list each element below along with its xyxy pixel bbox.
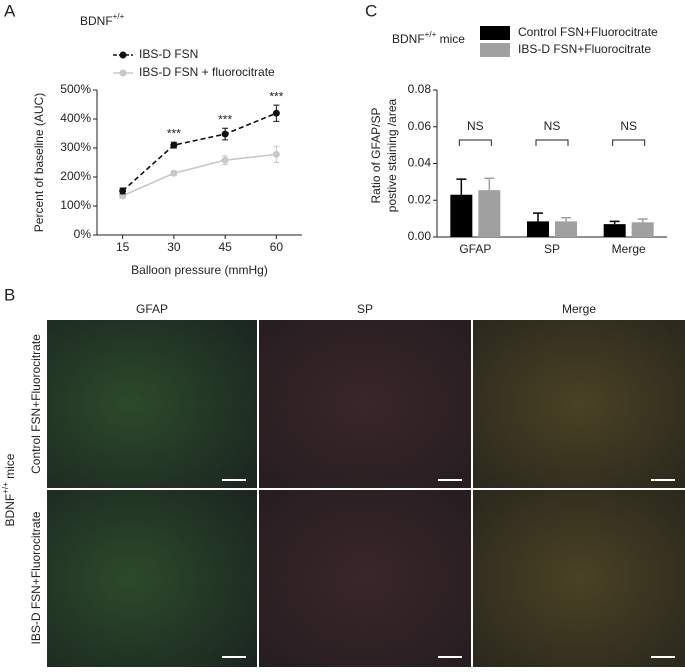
image-gfap xyxy=(47,320,257,488)
marker xyxy=(272,109,280,117)
column-header: SP xyxy=(357,302,373,316)
marker xyxy=(170,141,178,149)
y-tick-label: 300% xyxy=(60,140,91,154)
column-header: Merge xyxy=(562,302,596,316)
y-tick-label: 0.08 xyxy=(408,82,432,96)
x-tick-label: 15 xyxy=(116,240,130,254)
y-tick-label: 400% xyxy=(60,111,91,125)
marker xyxy=(272,150,280,158)
image-merge xyxy=(473,320,685,488)
x-tick-label: 30 xyxy=(167,240,181,254)
legend-marker xyxy=(119,69,127,77)
error-bar xyxy=(561,216,571,222)
marker xyxy=(221,156,229,164)
x-tick-label: SP xyxy=(544,242,560,256)
legend-label: Control FSN+Fluorocitrate xyxy=(518,25,658,39)
annotation: *** xyxy=(218,112,232,126)
x-tick-label: 45 xyxy=(218,240,232,254)
annotation: NS xyxy=(620,119,637,133)
x-tick-label: GFAP xyxy=(459,242,491,256)
x-tick-label: 60 xyxy=(270,240,284,254)
y-tick-label: 100% xyxy=(60,198,91,212)
legend-marker xyxy=(119,51,127,59)
bar xyxy=(555,221,577,237)
y-tick-label: 0.00 xyxy=(408,229,432,243)
title-sup: +/+ xyxy=(113,12,125,21)
x-tick-label: Merge xyxy=(612,242,646,256)
side-text: mice xyxy=(3,453,17,482)
bracket xyxy=(535,139,569,146)
panel-label: B xyxy=(4,285,15,304)
side-text: BDNF xyxy=(3,494,17,527)
title-text: BDNF xyxy=(392,32,425,46)
y-tick-label: 0.02 xyxy=(408,192,432,206)
marker xyxy=(170,169,178,177)
y-axis-label: Percent of baseline (AUC) xyxy=(32,93,46,232)
legend-swatch xyxy=(480,43,510,57)
side-sup: +/+ xyxy=(1,482,10,494)
error-bar xyxy=(609,220,620,225)
bracket xyxy=(612,139,646,146)
bar xyxy=(478,190,501,237)
panel-label: C xyxy=(365,1,377,20)
series-line xyxy=(122,112,277,192)
y-tick-label: 0.04 xyxy=(408,156,432,170)
error-bar xyxy=(456,178,467,195)
chart-title: BDNF+/+ mice xyxy=(392,30,465,46)
panel-label: A xyxy=(4,1,16,20)
chart-title: BDNF+/+ xyxy=(80,12,125,28)
annotation: NS xyxy=(467,119,484,133)
image-sp xyxy=(259,320,471,488)
row-label: Control FSN+Fluorocitrate xyxy=(29,334,43,474)
micrographs xyxy=(47,320,685,667)
annotation: NS xyxy=(544,119,561,133)
title-sup: +/+ xyxy=(425,30,437,39)
bar xyxy=(527,221,549,237)
y-axis-label: postive staining /area xyxy=(385,98,399,212)
y-tick-label: 200% xyxy=(60,169,91,183)
image-merge xyxy=(473,490,685,667)
x-axis-label: Balloon pressure (mmHg) xyxy=(131,263,268,277)
y-tick-label: 0.06 xyxy=(408,119,432,133)
scale-bars xyxy=(222,479,675,658)
annotation: *** xyxy=(167,126,181,140)
title-text: mice xyxy=(436,32,465,46)
annotation: *** xyxy=(269,89,283,103)
error-bar xyxy=(533,212,543,222)
bar xyxy=(603,224,626,237)
series-line xyxy=(122,153,277,197)
y-axis-label: Ratio of GFAP/SP xyxy=(369,107,383,203)
marker xyxy=(119,187,127,195)
image-sp xyxy=(259,490,471,667)
bar xyxy=(631,222,654,237)
legend-label: IBS-D FSN xyxy=(139,47,198,61)
y-tick-label: 500% xyxy=(60,82,91,96)
title-text: BDNF xyxy=(80,14,113,28)
legend-label: IBS-D FSN+Fluorocitrate xyxy=(518,42,651,56)
y-tick-label: 0% xyxy=(74,227,92,241)
bracket xyxy=(458,139,492,146)
legend-label: IBS-D FSN + fluorocitrate xyxy=(139,65,275,79)
image-gfap xyxy=(47,490,257,667)
column-header: GFAP xyxy=(136,302,168,316)
side-label: BDNF+/+ mice xyxy=(1,453,17,526)
legend-swatch xyxy=(480,26,510,40)
row-label: IBS-D FSN+Fluorocitrate xyxy=(29,511,43,644)
error-bar xyxy=(637,218,648,223)
bar xyxy=(450,194,473,237)
marker xyxy=(221,130,229,138)
error-bar xyxy=(484,177,495,191)
